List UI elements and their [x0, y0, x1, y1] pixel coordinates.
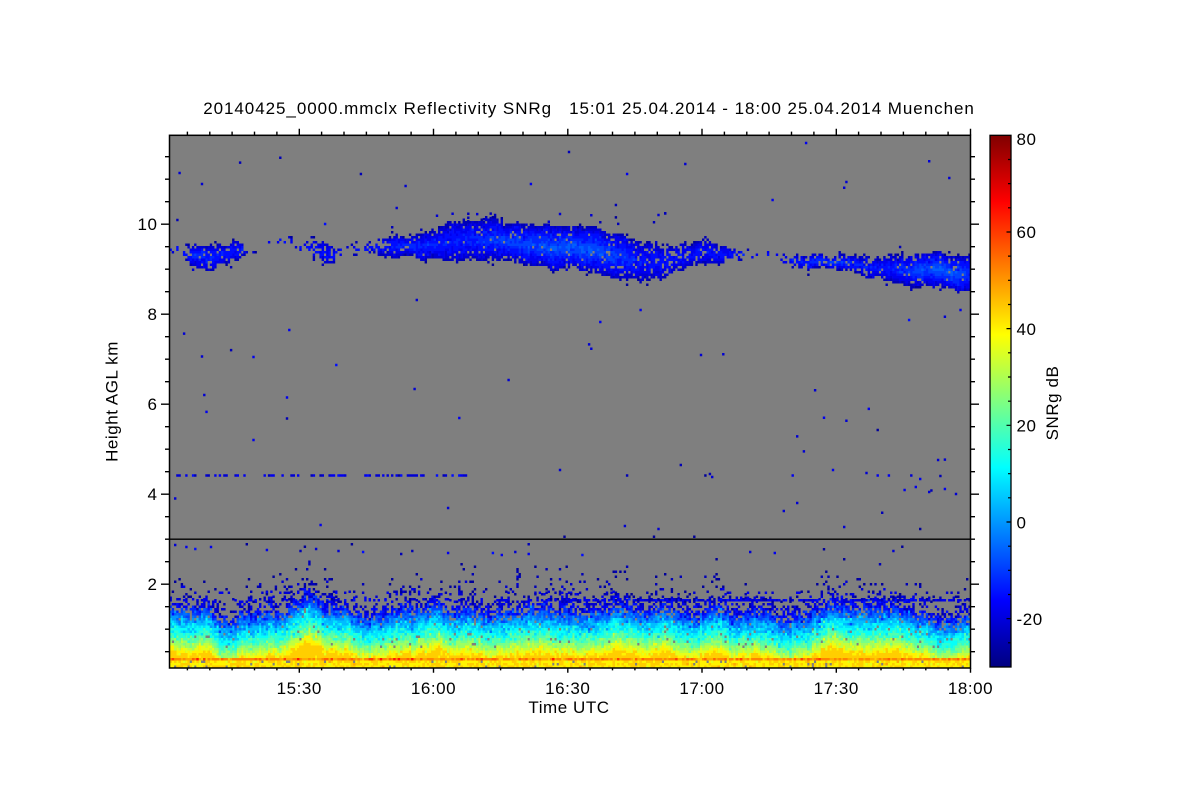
svg-text:17:00: 17:00 — [679, 679, 724, 698]
svg-text:60: 60 — [1017, 223, 1037, 242]
svg-text:2: 2 — [147, 575, 157, 594]
svg-text:20: 20 — [1017, 417, 1037, 436]
svg-text:-20: -20 — [1017, 610, 1043, 629]
svg-text:Height AGL km: Height AGL km — [103, 341, 122, 462]
svg-text:6: 6 — [147, 395, 157, 414]
svg-text:15:30: 15:30 — [277, 679, 322, 698]
svg-text:4: 4 — [147, 485, 157, 504]
svg-text:18:00: 18:00 — [948, 679, 993, 698]
svg-text:40: 40 — [1017, 320, 1037, 339]
svg-text:16:00: 16:00 — [411, 679, 456, 698]
svg-text:17:30: 17:30 — [814, 679, 859, 698]
svg-text:Time UTC: Time UTC — [528, 698, 609, 717]
svg-text:0: 0 — [1017, 513, 1027, 532]
svg-text:8: 8 — [147, 305, 157, 324]
svg-text:20140425_0000.mmclx Reflectivi: 20140425_0000.mmclx Reflectivity SNRg 15… — [203, 99, 975, 118]
svg-text:16:30: 16:30 — [545, 679, 590, 698]
svg-text:80: 80 — [1017, 130, 1037, 149]
svg-text:SNRg dB: SNRg dB — [1043, 366, 1062, 441]
svg-text:10: 10 — [137, 215, 157, 234]
